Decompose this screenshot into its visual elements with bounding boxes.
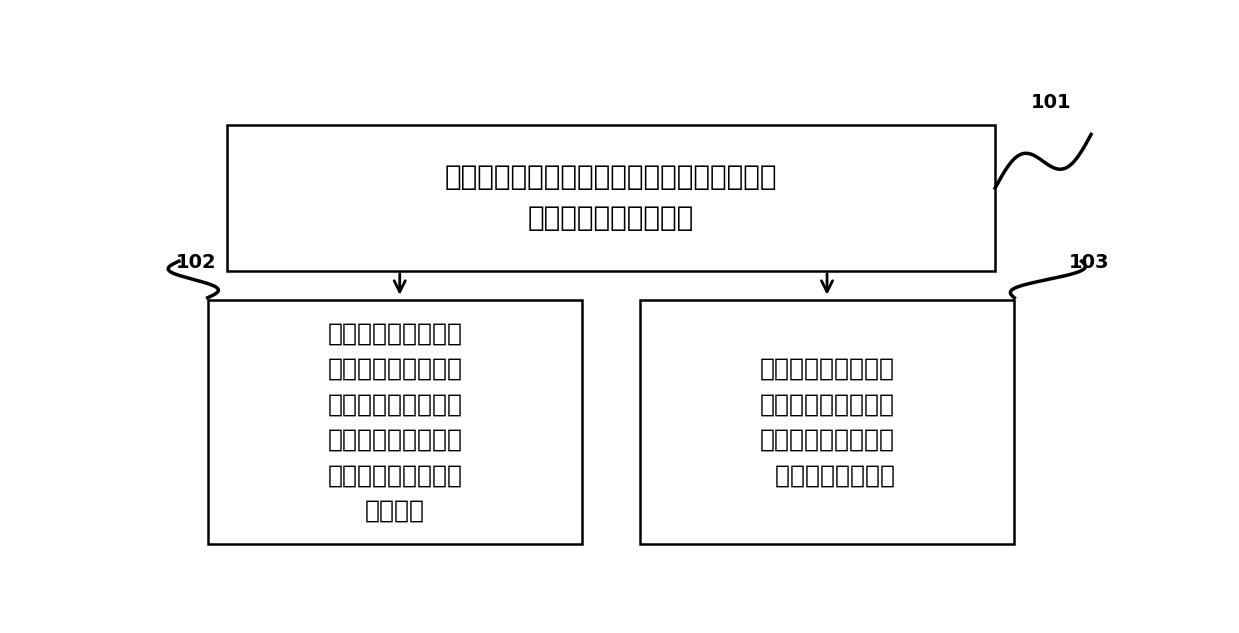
Text: 103: 103 [1069, 253, 1109, 272]
FancyBboxPatch shape [639, 300, 1015, 544]
FancyBboxPatch shape [208, 300, 582, 544]
Text: 当电流互感模块判定
变压器线路正常时，
所述开断模块闭合，
  使限流模块短路。: 当电流互感模块判定 变压器线路正常时， 所述开断模块闭合， 使限流模块短路。 [760, 357, 895, 487]
Text: 102: 102 [176, 253, 217, 272]
Text: 101: 101 [1031, 93, 1072, 112]
Text: 当电流互感模块判定
变压器线路短路时，
所述开断模块断路，
使限流模块与变压器
绕组配合完成短路电
流限制；: 当电流互感模块判定 变压器线路短路时， 所述开断模块断路， 使限流模块与变压器 … [327, 322, 462, 522]
FancyBboxPatch shape [227, 125, 995, 271]
Text: 将开断模块和限流模块相互并联后，串联接入
变压器高压侧进线中；: 将开断模块和限流模块相互并联后，串联接入 变压器高压侧进线中； [445, 163, 777, 232]
